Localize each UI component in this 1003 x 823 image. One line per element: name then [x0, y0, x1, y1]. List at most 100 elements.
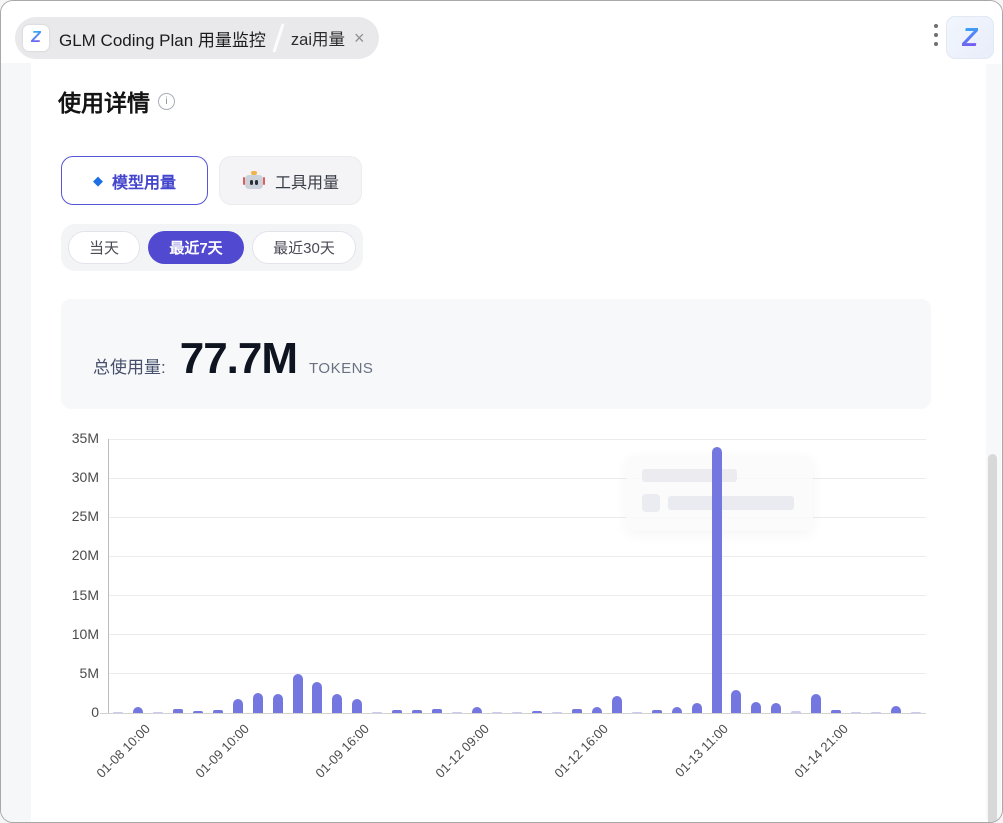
close-icon[interactable]: × [354, 28, 365, 48]
tab-tool-usage[interactable]: 工具用量 [219, 156, 362, 205]
favicon: Z [23, 25, 49, 51]
gridline [108, 516, 926, 518]
x-axis-label: 01-13 11:00 [672, 721, 732, 780]
range-today-label: 当天 [88, 240, 119, 257]
total-usage-card: 总使用量: 77.7M TOKENS [61, 299, 931, 409]
total-usage-value: 77.7M [179, 334, 298, 383]
chart-bar[interactable] [232, 699, 243, 713]
tooltip-ghost-value [668, 496, 794, 510]
tab-divider [272, 23, 285, 53]
tooltip-ghost-swatch [642, 494, 660, 512]
chart-bar[interactable] [212, 710, 223, 713]
chart-bar[interactable] [731, 690, 742, 713]
tooltip-ghost-title [642, 469, 737, 482]
y-axis-label: 30M [71, 469, 99, 486]
chart-bar[interactable] [192, 711, 203, 713]
chart-bar[interactable] [392, 709, 403, 713]
y-axis-label: 25M [71, 508, 99, 525]
chart-bar[interactable] [551, 711, 562, 713]
chart-bar[interactable] [432, 709, 443, 713]
y-axis-label: 0 [91, 704, 99, 720]
tab-title: GLM Coding Plan 用量监控 [59, 30, 266, 50]
chart-bar[interactable] [372, 711, 383, 713]
chart-bar[interactable] [711, 446, 722, 713]
chart-bar[interactable] [651, 709, 662, 713]
page-title: 使用详情 i [58, 84, 175, 118]
y-axis-label: 15M [71, 586, 99, 603]
chart-bar[interactable] [172, 709, 183, 713]
browser-tab-strip: Z GLM Coding Plan 用量监控 zai用量 × Z [1, 1, 1002, 63]
y-axis-label: 5M [79, 664, 99, 681]
range-today-button[interactable]: 当天 [68, 231, 140, 264]
range-last30-button[interactable]: 最近30天 [252, 231, 356, 264]
y-axis-label: 10M [71, 625, 99, 642]
chart-bar[interactable] [132, 706, 143, 713]
chart-bar[interactable] [452, 711, 463, 713]
gridline [108, 477, 926, 479]
robot-icon [242, 170, 266, 191]
chart-bar[interactable] [272, 694, 283, 713]
chart-bar[interactable] [891, 705, 902, 713]
chart-bar[interactable] [312, 682, 323, 713]
chart-bar[interactable] [831, 709, 842, 713]
chart-bar[interactable] [631, 711, 642, 713]
chart-bar[interactable] [871, 711, 882, 713]
chart-bar[interactable] [512, 711, 522, 713]
x-axis-label: 01-09 16:00 [312, 721, 372, 781]
browser-tab[interactable]: Z GLM Coding Plan 用量监控 zai用量 × [15, 17, 379, 59]
tab-model-usage[interactable]: ◆ 模型用量 [61, 156, 208, 205]
chart-bar[interactable] [112, 711, 123, 713]
scrollbar-thumb[interactable] [988, 454, 997, 822]
chart-bar[interactable] [472, 706, 483, 713]
chart-bar[interactable] [152, 711, 163, 713]
gridline [108, 634, 926, 636]
chart-bar[interactable] [352, 698, 363, 713]
gridline [108, 555, 926, 557]
chart-bar[interactable] [851, 711, 862, 713]
x-axis-label: 01-08 10:00 [92, 721, 153, 781]
chart-bar[interactable] [591, 706, 602, 713]
info-icon[interactable]: i [158, 92, 175, 110]
gridline [108, 673, 926, 675]
page-title-text: 使用详情 [58, 90, 150, 116]
chart-bar[interactable] [332, 694, 343, 713]
chart-bar[interactable] [751, 701, 762, 713]
diamond-icon: ◆ [92, 172, 103, 188]
range-last7-label: 最近7天 [169, 240, 223, 257]
total-usage-unit: TOKENS [309, 360, 374, 377]
gridline [108, 438, 926, 440]
secondary-tab[interactable]: zai用量 [290, 31, 345, 49]
z-logo-icon: Z [962, 22, 978, 52]
time-range-selector: 当天 最近7天 最近30天 [61, 224, 363, 271]
y-axis-label: 20M [71, 547, 99, 564]
chart-bar[interactable] [611, 695, 622, 713]
chart-bar[interactable] [412, 709, 423, 713]
x-axis-label: 01-09 10:00 [192, 721, 253, 781]
chart-bar[interactable] [292, 673, 303, 713]
range-last7-button[interactable]: 最近7天 [148, 231, 244, 264]
y-axis-line [108, 439, 109, 713]
chart-bar[interactable] [691, 702, 702, 713]
total-usage-label: 总使用量: [93, 358, 166, 377]
chart-bar[interactable] [531, 710, 542, 713]
left-gutter [1, 63, 31, 822]
chart-bar[interactable] [911, 711, 922, 713]
chart-bar[interactable] [571, 709, 582, 713]
y-axis-label: 35M [71, 430, 99, 446]
chart-bar[interactable] [791, 710, 802, 713]
chart-bar[interactable] [771, 702, 782, 713]
scrollbar-track[interactable] [986, 64, 1001, 822]
chart-bar[interactable] [252, 692, 263, 713]
tab-model-usage-label: 模型用量 [111, 174, 176, 192]
x-axis-label: 01-12 09:00 [432, 721, 492, 781]
chart-bar[interactable] [671, 706, 682, 713]
kebab-menu-icon[interactable] [930, 24, 942, 50]
chart-bar[interactable] [811, 694, 822, 713]
range-last30-label: 最近30天 [273, 240, 335, 257]
x-axis-label: 01-14 21:00 [791, 721, 851, 781]
app-logo-button[interactable]: Z [946, 16, 994, 59]
chart-bar[interactable] [492, 711, 503, 713]
gridline [108, 595, 926, 597]
